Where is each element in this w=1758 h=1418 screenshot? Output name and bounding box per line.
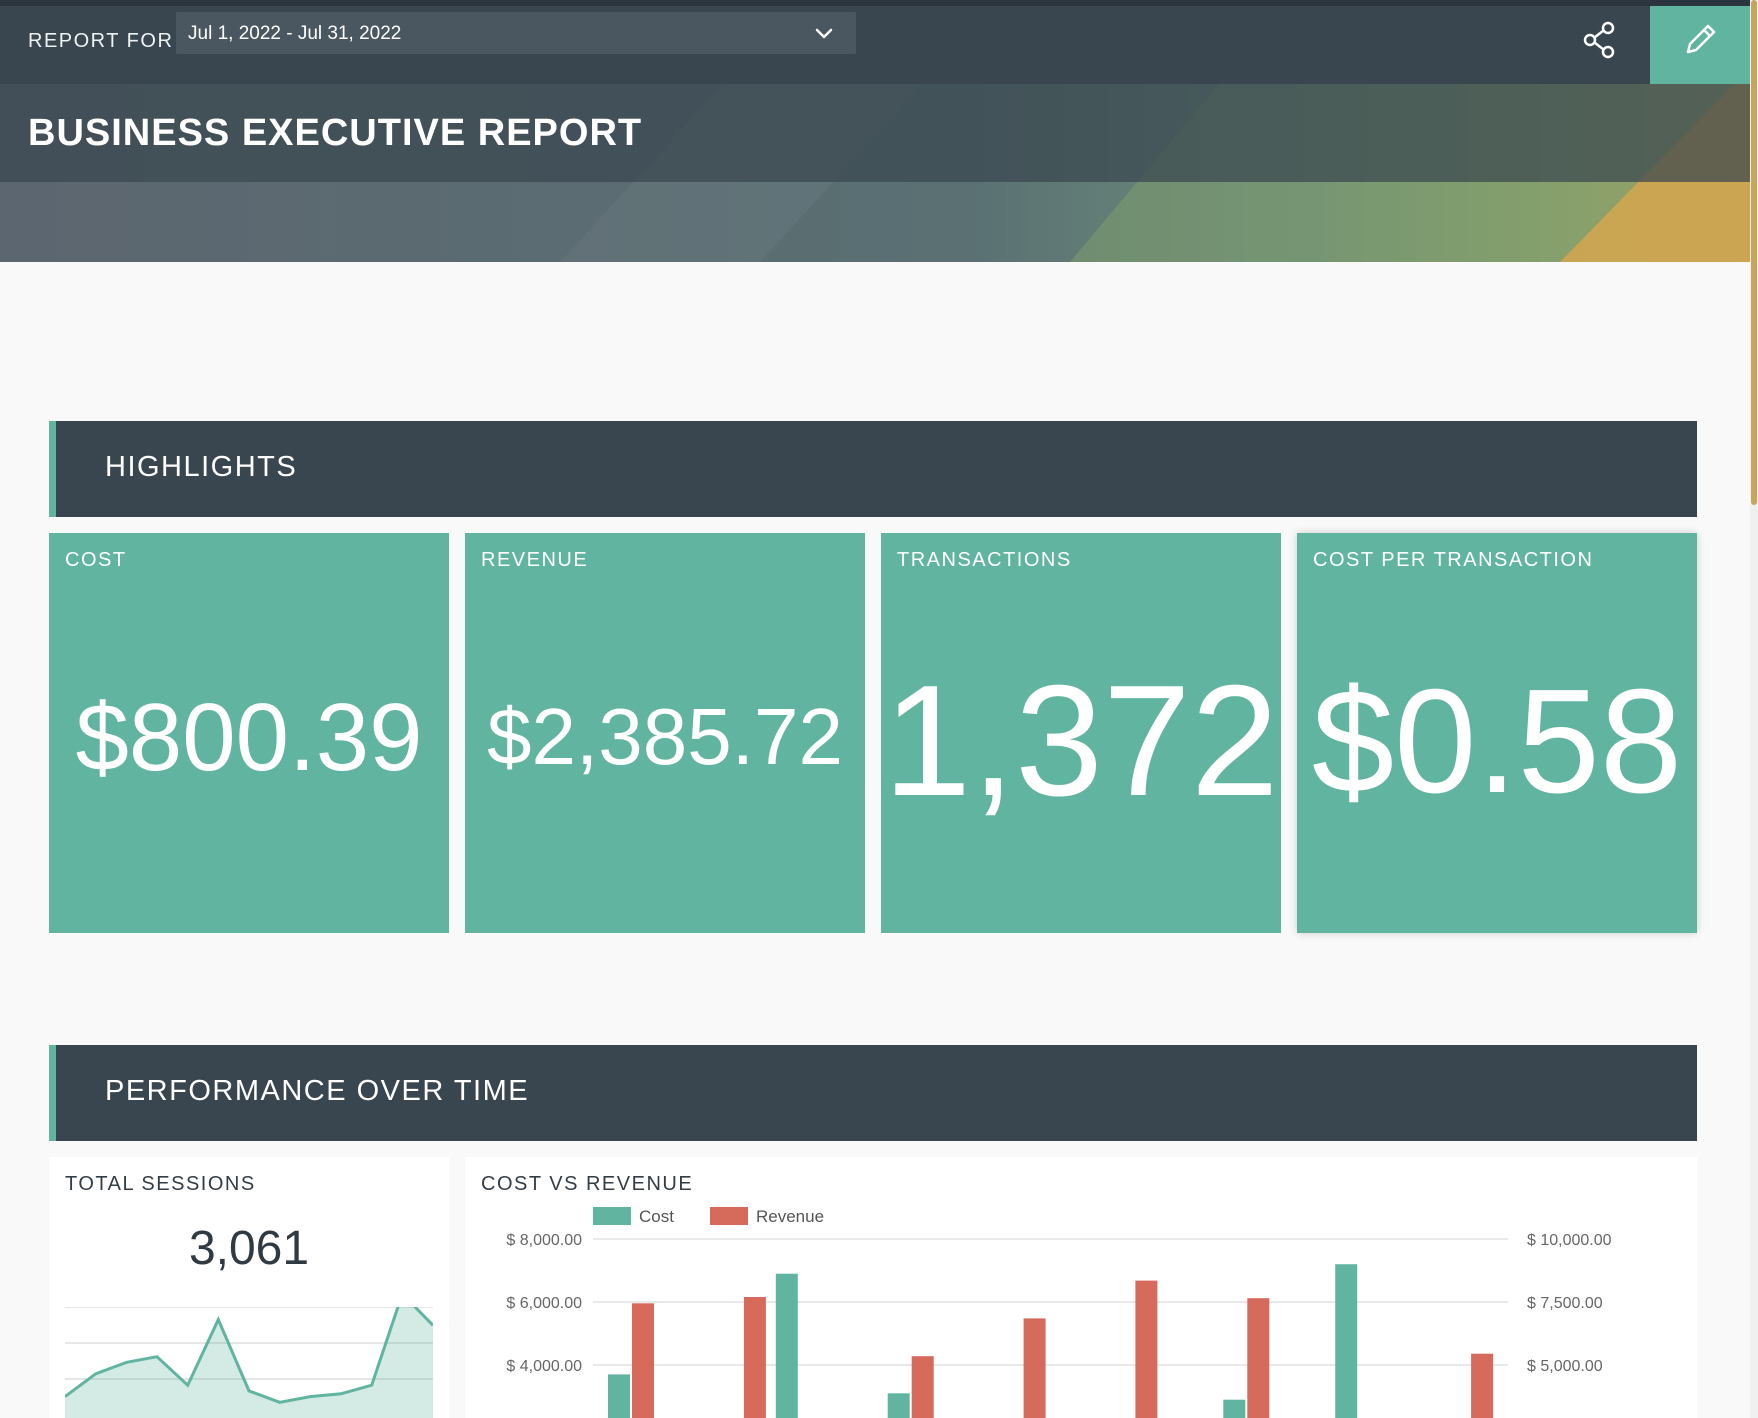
left-axis-tick: $ 6,000.00 — [506, 1295, 582, 1312]
right-axis-tick: $ 5,000.00 — [1527, 1358, 1603, 1375]
kpi-revenue-label: REVENUE — [481, 549, 589, 571]
kpi-cpt-label: COST PER TRANSACTION — [1313, 549, 1594, 571]
sessions-line — [65, 1307, 433, 1404]
date-range-select[interactable]: Jul 1, 2022 - Jul 31, 2022 — [176, 12, 856, 54]
kpi-cpt-value: $0.58 — [1311, 659, 1683, 824]
bar-cost-0[interactable] — [608, 1374, 630, 1418]
scrollbar-track[interactable] — [1750, 0, 1758, 1418]
report-for-label: REPORT FOR — [28, 30, 174, 52]
bar-revenue-9[interactable] — [1135, 1280, 1158, 1418]
edit-button[interactable] — [1650, 6, 1750, 84]
left-axis-tick: $ 8,000.00 — [506, 1232, 582, 1249]
kpi-revenue-value: $2,385.72 — [487, 692, 843, 781]
chevron-down-icon — [815, 28, 833, 39]
share-icon — [1583, 21, 1615, 59]
toolbar: REPORT FOR Jul 1, 2022 - Jul 31, 2022 — [0, 6, 1750, 84]
kpi-cost: COST $800.39 — [49, 533, 449, 933]
share-button[interactable] — [1576, 16, 1624, 64]
sessions-area — [65, 1307, 433, 1418]
top-edge — [0, 0, 1758, 6]
bar-revenue-7[interactable] — [1023, 1318, 1046, 1418]
bar-cost-13[interactable] — [1335, 1264, 1358, 1418]
legend-swatch-cost — [593, 1207, 631, 1225]
performance-title: PERFORMANCE OVER TIME — [105, 1075, 530, 1107]
kpi-revenue: REVENUE $2,385.72 — [465, 533, 865, 933]
kpi-cost-value: $800.39 — [75, 684, 423, 791]
total-sessions-value: 3,061 — [188, 1222, 310, 1275]
legend-label-revenue: Revenue — [756, 1207, 824, 1226]
page-title: BUSINESS EXECUTIVE REPORT — [28, 112, 643, 154]
right-axis-tick: $ 10,000.00 — [1527, 1232, 1612, 1249]
scrollbar-thumb[interactable] — [1751, 0, 1757, 505]
kpi-cost-label: COST — [65, 549, 127, 571]
bar-cost-5[interactable] — [887, 1393, 910, 1418]
highlights-title: HIGHLIGHTS — [105, 451, 298, 483]
bar-cost-11[interactable] — [1223, 1399, 1246, 1418]
cost-vs-revenue-label: COST VS REVENUE — [481, 1173, 694, 1195]
total-sessions-card: TOTAL SESSIONS 3,061 — [49, 1157, 449, 1418]
cost-vs-revenue-card: COST VS REVENUE Cost Revenue $ 8,000.00 $ 1… — [465, 1157, 1697, 1418]
highlights-header: HIGHLIGHTS — [49, 421, 1697, 517]
kpi-transactions-label: TRANSACTIONS — [897, 549, 1072, 571]
bar-revenue-0[interactable] — [632, 1303, 654, 1418]
bar-revenue-11[interactable] — [1247, 1298, 1270, 1418]
right-axis-tick: $ 7,500.00 — [1527, 1295, 1603, 1312]
left-axis-tick: $ 4,000.00 — [506, 1358, 582, 1375]
legend-swatch-revenue — [710, 1207, 748, 1225]
bar-cost-3[interactable] — [775, 1273, 798, 1418]
bar-revenue-15[interactable] — [1471, 1353, 1494, 1418]
date-range-value: Jul 1, 2022 - Jul 31, 2022 — [188, 23, 402, 44]
pencil-icon — [1686, 24, 1716, 54]
total-sessions-label: TOTAL SESSIONS — [65, 1173, 256, 1195]
performance-header: PERFORMANCE OVER TIME — [49, 1045, 1697, 1141]
sessions-area-chart — [65, 1307, 433, 1418]
cost-vs-revenue-chart: Cost Revenue $ 8,000.00 $ 10,000.00 $ 6,000.… — [506, 1207, 1612, 1418]
bar-revenue-2[interactable] — [743, 1297, 766, 1418]
kpi-transactions-value: 1,372 — [883, 653, 1279, 829]
title-band: BUSINESS EXECUTIVE REPORT — [0, 84, 1750, 182]
bar-revenue-5[interactable] — [911, 1356, 934, 1418]
legend-label-cost: Cost — [639, 1207, 674, 1226]
kpi-cost-per-transaction: COST PER TRANSACTION $0.58 — [1297, 533, 1697, 933]
kpi-transactions: TRANSACTIONS 1,372 — [881, 533, 1281, 933]
